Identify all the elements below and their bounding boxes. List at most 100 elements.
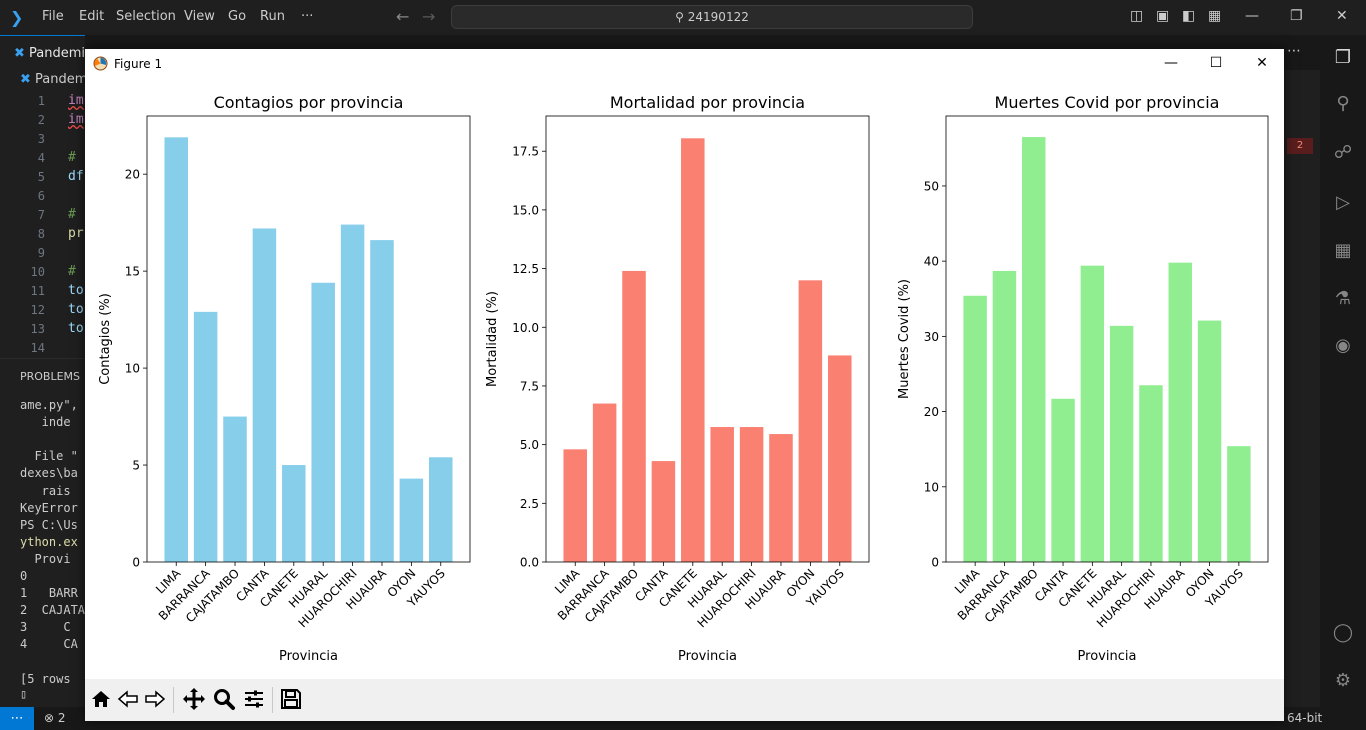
breadcrumb-text: Pandem bbox=[35, 72, 88, 87]
line-number: 9 bbox=[37, 246, 45, 260]
menu-selection[interactable]: Selection bbox=[116, 9, 176, 24]
code-line[interactable]: to bbox=[68, 302, 84, 317]
toggle-panel-icon[interactable]: ▣ bbox=[1156, 8, 1170, 24]
terminal-line: Provi bbox=[20, 551, 71, 566]
code-line[interactable]: # bbox=[68, 207, 76, 222]
terminal-line: inde bbox=[20, 415, 71, 430]
remote-indicator-icon[interactable]: ⋯ bbox=[0, 707, 34, 730]
terminal-line: dexes\ba bbox=[20, 466, 78, 481]
chart-bar bbox=[282, 465, 306, 562]
minimize-icon[interactable]: — bbox=[1245, 8, 1259, 24]
figure-maximize-icon[interactable]: ☐ bbox=[1209, 55, 1223, 71]
figure-minimize-icon[interactable]: — bbox=[1164, 55, 1178, 71]
figure-canvas[interactable]: LIMABARRANCACAJATAMBOCANTACANETEHUARALHU… bbox=[85, 79, 1284, 679]
terminal-cursor: ▯ bbox=[20, 687, 28, 701]
editor-tab[interactable]: ✖ Pandemia bbox=[0, 35, 93, 70]
line-number: 5 bbox=[37, 170, 45, 184]
toggle-secondary-sidebar-icon[interactable]: ◧ bbox=[1182, 8, 1196, 24]
figure-close-icon[interactable]: ✕ bbox=[1256, 55, 1268, 71]
y-tick-label: 50 bbox=[924, 179, 939, 193]
menu-view[interactable]: View bbox=[184, 9, 215, 24]
testing-icon[interactable]: ⚗ bbox=[1334, 288, 1352, 309]
chart-title: Contagios por provincia bbox=[214, 93, 404, 112]
figure-titlebar: Figure 1 — ☐ ✕ bbox=[85, 49, 1284, 79]
line-number: 6 bbox=[37, 189, 45, 203]
line-number: 2 bbox=[37, 113, 45, 127]
forward-icon[interactable] bbox=[142, 687, 168, 713]
account-icon[interactable]: ◯ bbox=[1332, 622, 1354, 643]
code-line[interactable]: pr bbox=[68, 226, 84, 241]
x-axis-label: Provincia bbox=[279, 649, 338, 664]
menu-more[interactable]: ··· bbox=[301, 9, 314, 24]
chart-bar bbox=[992, 270, 1017, 562]
x-axis-label: Provincia bbox=[1078, 649, 1137, 664]
extensions-icon[interactable]: ▦ bbox=[1334, 240, 1352, 261]
figure-toolbar bbox=[85, 679, 1284, 721]
code-line[interactable]: # bbox=[68, 150, 76, 165]
breadcrumb[interactable]: ✖ Pandem bbox=[20, 72, 87, 87]
chart-bar bbox=[681, 138, 705, 563]
terminal-line: 4 CA bbox=[20, 637, 78, 652]
menu-run[interactable]: Run bbox=[260, 9, 285, 24]
axes-frame bbox=[146, 115, 471, 563]
chart-bar bbox=[1197, 320, 1222, 562]
panel-tab-problems[interactable]: PROBLEMS bbox=[20, 370, 81, 383]
y-tick-label: 30 bbox=[924, 330, 939, 344]
source-control-icon[interactable]: ☍ bbox=[1333, 142, 1353, 163]
y-axis-label: Contagios (%) bbox=[98, 293, 113, 385]
home-icon[interactable] bbox=[88, 687, 114, 713]
search-icon: ⚲ bbox=[675, 10, 684, 24]
chart-bar bbox=[340, 224, 365, 562]
menu-edit[interactable]: Edit bbox=[79, 9, 105, 24]
settings-gear-icon[interactable]: ⚙ bbox=[1334, 670, 1352, 691]
terminal-line: ame.py", bbox=[20, 398, 78, 412]
menu-go[interactable]: Go bbox=[228, 9, 247, 24]
terminal-line: File " bbox=[20, 449, 78, 464]
tab-label: ✖ Pandemia bbox=[14, 46, 93, 61]
configure-subplots-icon[interactable] bbox=[241, 687, 267, 713]
close-icon[interactable]: ✕ bbox=[1336, 8, 1348, 24]
back-icon[interactable] bbox=[115, 687, 141, 713]
y-tick-label: 0 bbox=[931, 556, 939, 570]
code-line[interactable]: # bbox=[68, 264, 76, 279]
back-arrow-icon[interactable]: ← bbox=[396, 7, 410, 26]
chart-bar bbox=[311, 282, 335, 562]
forward-arrow-icon[interactable]: → bbox=[422, 7, 436, 26]
customize-layout-icon[interactable]: ▦ bbox=[1208, 8, 1222, 24]
chart-bar bbox=[651, 461, 676, 562]
code-line[interactable]: to bbox=[68, 283, 84, 298]
code-line[interactable]: im bbox=[68, 112, 84, 127]
restore-icon[interactable]: ❐ bbox=[1290, 8, 1303, 24]
y-tick-label: 20 bbox=[924, 405, 939, 419]
terminal-line: KeyError bbox=[20, 500, 78, 515]
command-center-search[interactable]: ⚲ 24190122 bbox=[451, 5, 973, 29]
status-problems[interactable]: ⊗ 2 bbox=[44, 711, 66, 725]
y-tick-label: 10 bbox=[125, 362, 140, 376]
explorer-icon[interactable]: ❐ bbox=[1334, 47, 1352, 68]
code-line[interactable]: df bbox=[68, 169, 84, 184]
chart-bar bbox=[828, 355, 852, 562]
status-python-interpreter[interactable]: 64-bit bbox=[1287, 711, 1323, 725]
search-icon[interactable]: ⚲ bbox=[1336, 93, 1350, 114]
menu-file[interactable]: File bbox=[42, 9, 64, 24]
save-icon[interactable] bbox=[278, 687, 304, 713]
y-tick-label: 40 bbox=[924, 255, 939, 269]
zoom-icon[interactable] bbox=[211, 687, 237, 713]
code-line[interactable]: to bbox=[68, 321, 84, 336]
y-tick-label: 5 bbox=[132, 459, 140, 473]
y-tick-label: 5.0 bbox=[520, 438, 539, 452]
y-tick-label: 10 bbox=[924, 480, 939, 494]
chart-bar bbox=[1022, 137, 1046, 562]
more-actions-icon[interactable]: ⋯ bbox=[1287, 43, 1301, 59]
terminal-line: 1 BARR bbox=[20, 586, 78, 601]
toggle-sidebar-icon[interactable]: ◫ bbox=[1130, 8, 1144, 24]
run-debug-icon[interactable]: ▷ bbox=[1336, 192, 1350, 213]
toolbar-separator bbox=[173, 687, 174, 713]
code-line[interactable]: im bbox=[68, 93, 84, 108]
axes-frame bbox=[945, 115, 1269, 563]
y-tick-label: 10.0 bbox=[512, 321, 539, 335]
pan-icon[interactable] bbox=[181, 687, 207, 713]
chart-bar bbox=[1168, 262, 1192, 562]
y-axis-label: Mortalidad (%) bbox=[485, 291, 500, 387]
github-icon[interactable]: ◉ bbox=[1335, 335, 1351, 356]
